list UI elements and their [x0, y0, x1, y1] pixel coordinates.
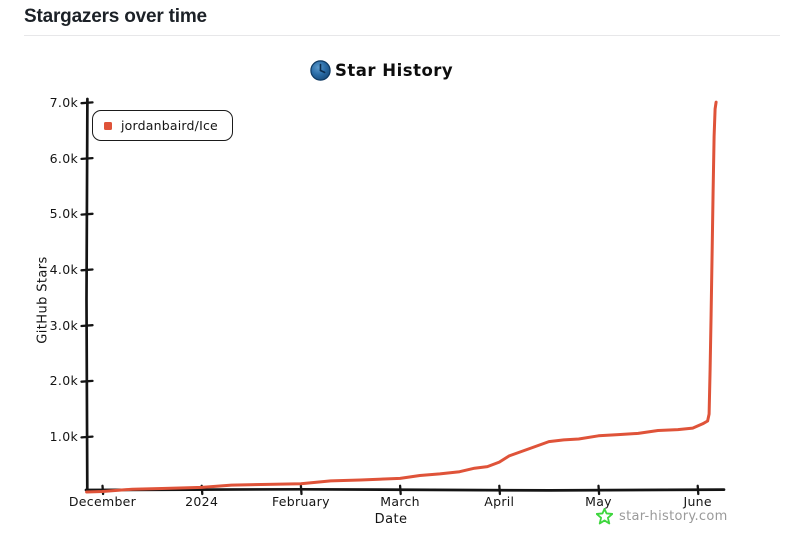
- y-tick: [80, 379, 94, 383]
- x-tick: [597, 484, 601, 496]
- x-axis: [84, 487, 726, 492]
- x-tick-label: May: [585, 494, 612, 509]
- header-divider: [24, 35, 780, 36]
- legend-series-marker: [104, 121, 112, 130]
- green-star-icon: [596, 508, 613, 525]
- y-tick-label: 7.0k: [49, 94, 78, 110]
- chart-title-text: Star History: [335, 61, 454, 80]
- x-tick-label: February: [271, 494, 330, 509]
- x-tick-label: 2024: [185, 494, 219, 509]
- legend: jordanbaird/Ice: [92, 110, 233, 141]
- y-tick-label: 2.0k: [49, 373, 78, 389]
- page-title: Stargazers over time: [24, 6, 207, 27]
- x-tick: [299, 484, 303, 496]
- y-tick: [80, 435, 94, 439]
- y-tick-label: 4.0k: [49, 261, 78, 277]
- x-tick: [696, 484, 700, 496]
- x-tick-label: April: [484, 494, 515, 509]
- watermark: star-history.com: [596, 508, 728, 525]
- legend-series-label: jordanbaird/Ice: [121, 118, 218, 133]
- x-tick-label: March: [380, 494, 420, 509]
- series-line-jordanbaird-ice[interactable]: [85, 100, 718, 494]
- y-tick: [80, 212, 94, 216]
- star-history-logo-icon: [310, 60, 331, 81]
- y-tick: [80, 101, 94, 105]
- y-axis: [85, 97, 89, 492]
- y-tick-label: 3.0k: [49, 317, 78, 333]
- y-tick-label: 5.0k: [49, 206, 78, 222]
- x-tick: [398, 484, 402, 496]
- x-tick-label: June: [683, 494, 712, 509]
- y-tick: [80, 156, 94, 161]
- y-tick-label: 6.0k: [49, 150, 78, 166]
- chart-title: Star History: [310, 60, 453, 81]
- x-tick: [498, 484, 502, 496]
- x-axis-title: Date: [374, 512, 408, 527]
- watermark-text: star-history.com: [619, 509, 728, 524]
- y-tick-label: 1.0k: [49, 429, 78, 444]
- y-tick: [80, 324, 94, 328]
- y-tick: [80, 268, 94, 272]
- x-tick-label: December: [68, 494, 137, 509]
